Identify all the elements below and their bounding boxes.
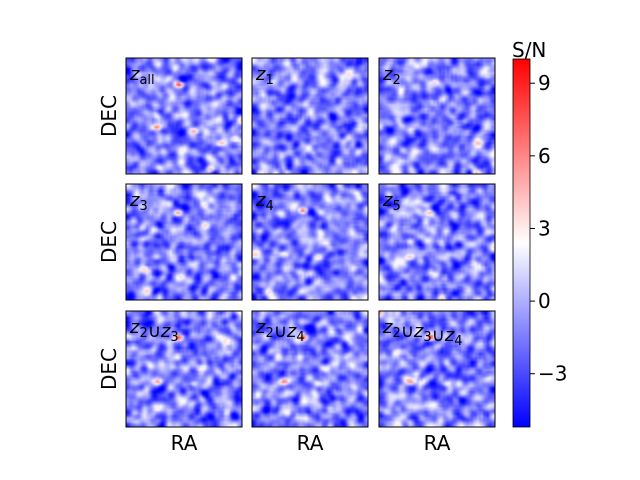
heatmap-image [126, 58, 242, 174]
heatmap-image [379, 311, 495, 427]
colorbar-tick-label: 9 [538, 71, 551, 95]
row-labels: DEC DEC DEC [97, 95, 121, 390]
heatmap-image [379, 184, 495, 300]
heatmap-panel: z2∪z3∪z4 [378, 310, 496, 428]
panel-label: z2∪z4 [255, 317, 305, 345]
heatmap-panel: z1 [251, 57, 369, 175]
panel-label: z1 [255, 64, 274, 88]
heatmap-panel: z5 [378, 183, 496, 301]
colorbar: S/N −3 0 3 6 9 [512, 38, 567, 428]
colorbar-title: S/N [512, 38, 546, 62]
y-axis-label: DEC [97, 95, 121, 137]
colorbar-tick-label: 0 [538, 289, 551, 313]
colorbar-tick-label: −3 [538, 362, 567, 386]
panel-frame [251, 183, 369, 301]
heatmap-panel: z4 [251, 183, 369, 301]
panel-label: z5 [382, 190, 401, 214]
x-axis-label: RA [424, 431, 451, 455]
panel-label: z2 [382, 64, 401, 88]
x-axis-label: RA [297, 431, 324, 455]
panel-frame [378, 183, 496, 301]
column-labels: RA RA RA [171, 431, 451, 455]
panel-grid: zall z1 z2 z3 z4 z5 z2∪z3 z2∪z4 z2∪z3∪z4 [125, 57, 496, 428]
panel-label: z2∪z3∪z4 [382, 317, 463, 349]
panel-label: z2∪z3 [129, 317, 179, 345]
heatmap-image [126, 184, 242, 300]
panel-frame [251, 310, 369, 428]
heatmap-panel: z2 [378, 57, 496, 175]
panel-frame [125, 57, 243, 175]
heatmap-panel: z2∪z3 [125, 310, 243, 428]
y-axis-label: DEC [97, 348, 121, 390]
panel-frame [378, 57, 496, 175]
colorbar-tick-label: 3 [538, 216, 551, 240]
colorbar-gradient [512, 58, 531, 428]
heatmap-image [126, 311, 242, 427]
panel-frame [251, 57, 369, 175]
panel-frame [125, 310, 243, 428]
heatmap-image [252, 311, 368, 427]
heatmap-panel: z2∪z4 [251, 310, 369, 428]
heatmap-panel: z3 [125, 183, 243, 301]
colorbar-ticks: −3 0 3 6 9 [530, 71, 567, 386]
heatmap-panel: zall [125, 57, 243, 175]
y-axis-label: DEC [97, 221, 121, 263]
panel-label: zall [129, 64, 155, 88]
x-axis-label: RA [171, 431, 198, 455]
colorbar-tick-label: 6 [538, 144, 551, 168]
panel-label: z4 [255, 190, 274, 214]
panel-frame [125, 183, 243, 301]
heatmap-image [252, 184, 368, 300]
heatmap-image [379, 58, 495, 174]
panel-label: z3 [129, 190, 148, 214]
panel-frame [378, 310, 496, 428]
heatmap-image [252, 58, 368, 174]
